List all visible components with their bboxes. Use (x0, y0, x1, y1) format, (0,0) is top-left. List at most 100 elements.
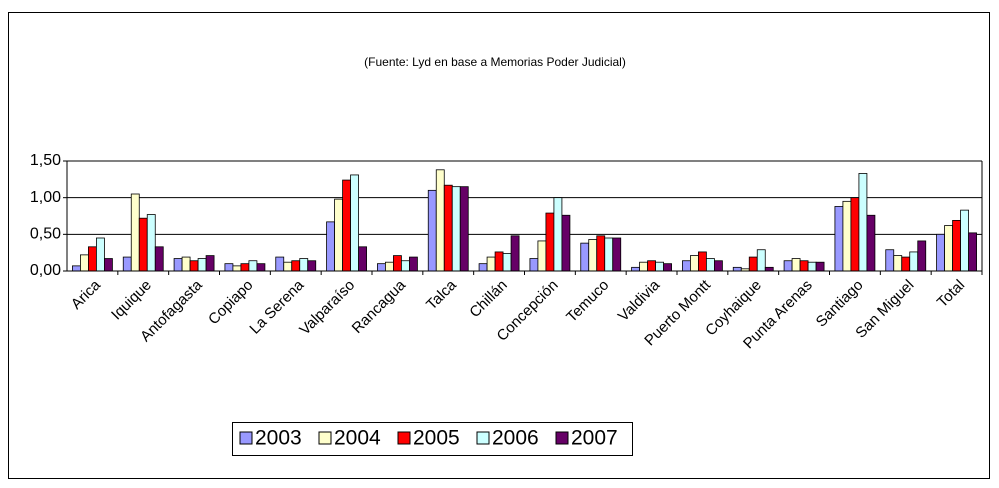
legend-label: 2003 (255, 427, 302, 450)
bar (850, 197, 860, 272)
bar (486, 256, 496, 272)
bar (291, 260, 301, 272)
bar (561, 214, 571, 272)
bar (952, 219, 961, 272)
bar (130, 193, 140, 272)
bar (342, 179, 351, 272)
bar (510, 235, 520, 272)
bar (588, 239, 598, 272)
legend-swatch (555, 431, 569, 445)
bar (205, 255, 215, 272)
bar (283, 261, 293, 272)
bar (350, 174, 359, 272)
bar (358, 246, 367, 272)
bar (385, 261, 394, 272)
bar (409, 256, 418, 272)
bar (545, 212, 555, 272)
bar (451, 186, 461, 272)
bar (275, 256, 285, 272)
bar (104, 258, 113, 272)
bar (326, 221, 335, 272)
bar (714, 260, 723, 272)
bar (834, 206, 844, 272)
bar (647, 260, 656, 272)
bar (756, 249, 766, 272)
legend-label: 2005 (413, 427, 460, 450)
bar (189, 260, 199, 272)
bar (858, 173, 868, 272)
bar (377, 263, 386, 272)
legend-swatch (476, 431, 490, 445)
bar (764, 266, 774, 272)
bar (815, 261, 825, 272)
bar (334, 198, 343, 272)
y-tick-label: 1,50 (30, 152, 61, 169)
bar (901, 256, 911, 272)
bar (885, 249, 895, 272)
bar (631, 266, 640, 272)
bar (682, 260, 691, 272)
bar (307, 260, 317, 272)
bar (960, 209, 969, 272)
bar (80, 254, 89, 272)
bar (783, 260, 793, 272)
bar (698, 251, 707, 272)
y-tick-label: 0,00 (30, 262, 61, 279)
bar (224, 263, 234, 272)
bar (791, 258, 801, 272)
bar (799, 260, 809, 272)
bar (494, 251, 504, 272)
bar (181, 256, 191, 272)
bar (655, 261, 664, 272)
bar (248, 260, 258, 272)
bar (748, 256, 758, 272)
bar (732, 266, 742, 272)
bar (936, 233, 945, 272)
bar (706, 258, 715, 272)
bar (427, 189, 437, 272)
legend-swatch (397, 431, 411, 445)
bar (393, 255, 402, 272)
bar (529, 258, 539, 272)
bar (596, 235, 606, 272)
bar (604, 237, 614, 272)
bar (256, 263, 266, 272)
legend-label: 2006 (492, 427, 539, 450)
bar (502, 252, 512, 272)
bar (612, 237, 622, 272)
bar (401, 260, 410, 272)
bar (866, 214, 876, 272)
legend-label: 2007 (571, 427, 618, 450)
bar (435, 169, 445, 272)
bar (968, 232, 977, 272)
bar (299, 258, 309, 272)
bar (88, 246, 97, 272)
bar (96, 237, 105, 272)
bar (459, 186, 469, 272)
bar (690, 255, 699, 272)
bar (842, 200, 852, 272)
bar (154, 246, 164, 272)
bar (72, 265, 81, 272)
legend-label: 2004 (334, 427, 381, 450)
bar (232, 265, 242, 272)
bar (917, 240, 927, 272)
legend-swatch (239, 431, 253, 445)
bar (553, 197, 563, 272)
bar (909, 251, 919, 272)
y-tick-label: 0,50 (30, 226, 61, 243)
bar (663, 263, 672, 272)
bar (580, 242, 590, 272)
bar (478, 263, 488, 272)
legend-swatch (318, 431, 332, 445)
bar (537, 240, 547, 272)
bar (807, 261, 817, 272)
bar (197, 258, 207, 272)
bar (443, 184, 453, 272)
bar (240, 263, 250, 272)
chart-title: (Fuente: Lyd en base a Memorias Poder Ju… (364, 55, 626, 69)
bar (122, 256, 132, 272)
bar (146, 214, 156, 272)
bar (173, 258, 183, 272)
